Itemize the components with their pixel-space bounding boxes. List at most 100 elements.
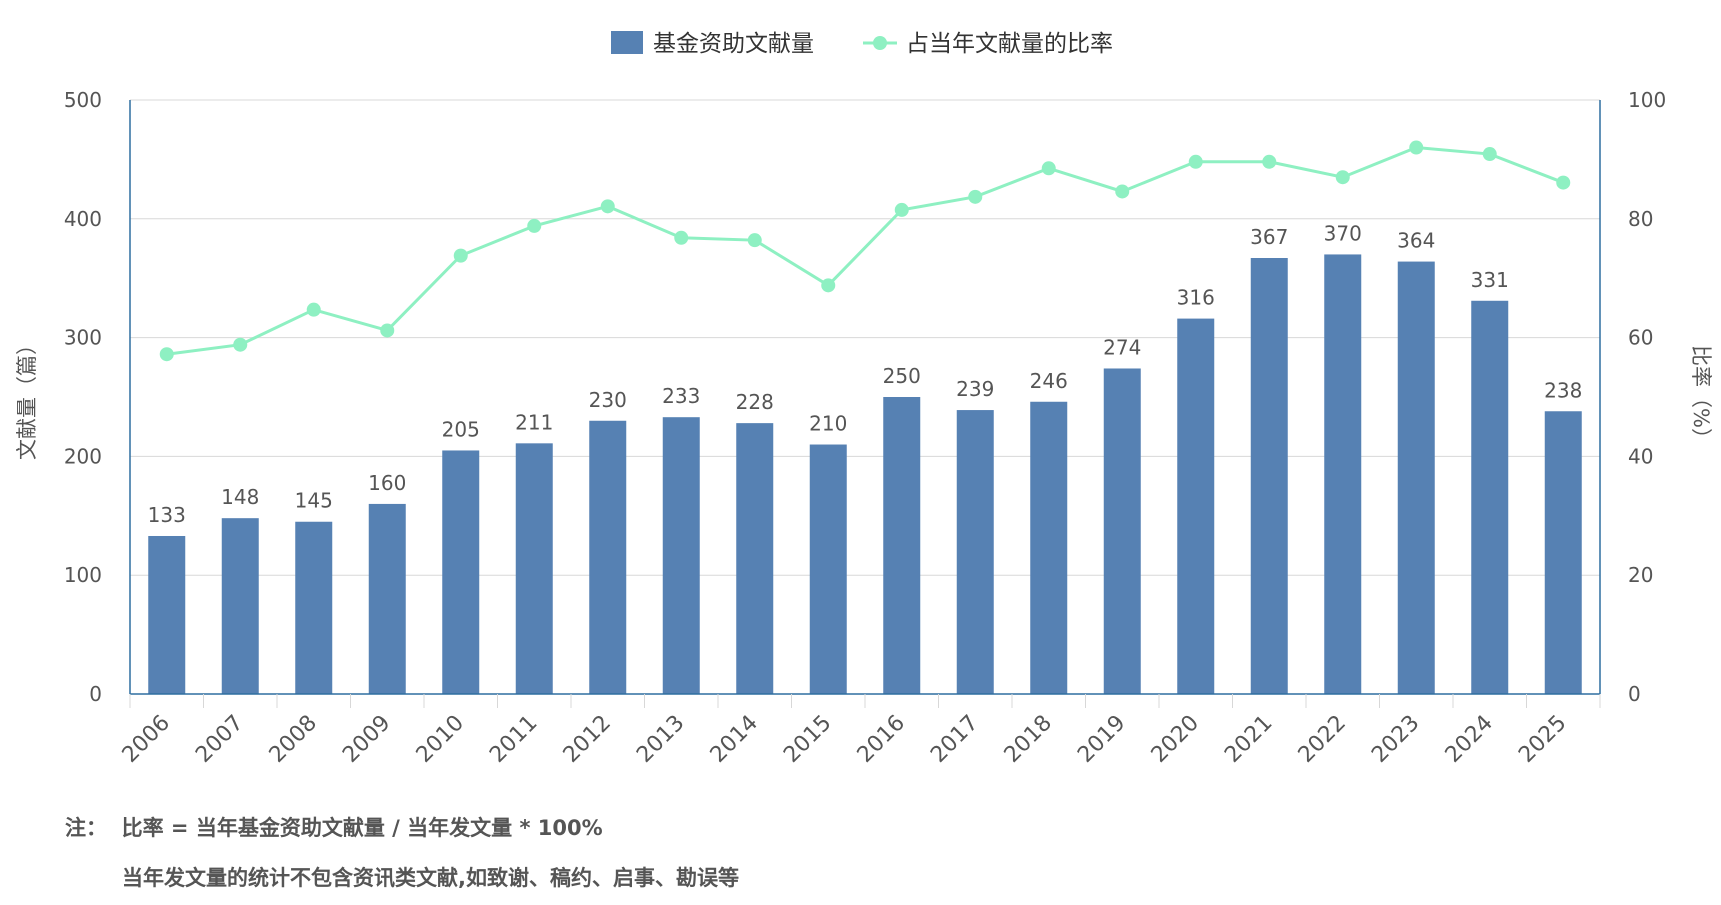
x-tick-label: 2017 bbox=[926, 711, 983, 768]
combo-chart: 133 148 145 160 205 211 230 233 228 210 250 239 246 2… bbox=[15, 31, 1713, 768]
bar-2015[interactable] bbox=[809, 444, 847, 694]
bar-2020[interactable] bbox=[1177, 318, 1215, 694]
legend-line-label[interactable]: 占当年文献量的比率 bbox=[906, 31, 1113, 57]
bar-2016[interactable] bbox=[883, 397, 921, 694]
note-line-2: 当年发文量的统计不包含资讯类文献,如致谢、稿约、启事、勘误等 bbox=[122, 866, 739, 890]
x-tick-label: 2013 bbox=[632, 711, 689, 768]
bar-2009[interactable] bbox=[368, 503, 406, 694]
x-tick-label: 2024 bbox=[1441, 711, 1498, 768]
bar-2022[interactable] bbox=[1324, 254, 1362, 694]
bar-labels: 133 148 145 160 205 211 230 233 228 210 250 239 246 2… bbox=[148, 221, 1583, 527]
bar-2011[interactable] bbox=[515, 443, 553, 694]
ratio-point[interactable] bbox=[1482, 147, 1497, 162]
note-formula: 比率 = 当年基金资助文献量 / 当年发文量 * 100% bbox=[121, 816, 603, 840]
bar-2025[interactable] bbox=[1544, 411, 1582, 694]
y2-tick-label: 40 bbox=[1628, 444, 1653, 468]
note-prefix: 注： bbox=[65, 816, 107, 840]
y2-tick-label: 0 bbox=[1628, 682, 1641, 706]
ratio-line-layer bbox=[159, 140, 1571, 362]
grid bbox=[130, 99, 1600, 576]
bar-2023[interactable] bbox=[1397, 261, 1435, 694]
ratio-point[interactable] bbox=[1041, 161, 1056, 176]
bar-2006[interactable] bbox=[148, 535, 186, 694]
x-tick-label: 2025 bbox=[1514, 711, 1571, 768]
ratio-point[interactable] bbox=[747, 233, 762, 248]
x-tick-label: 2006 bbox=[118, 711, 175, 768]
y-tick-label: 400 bbox=[64, 207, 102, 231]
ratio-point[interactable] bbox=[527, 218, 542, 233]
ratio-point[interactable] bbox=[1335, 170, 1350, 185]
bar-2014[interactable] bbox=[736, 423, 774, 694]
bar-2013[interactable] bbox=[662, 417, 700, 694]
bar-2007[interactable] bbox=[221, 518, 259, 694]
bar-value-label: 148 bbox=[221, 485, 259, 509]
legend[interactable]: 基金资助文献量 占当年文献量的比率 bbox=[611, 31, 1113, 57]
x-tick-label: 2018 bbox=[1000, 711, 1057, 768]
y-tick-label: 300 bbox=[64, 326, 102, 350]
y2-tick-label: 80 bbox=[1628, 207, 1653, 231]
x-tick-label: 2008 bbox=[265, 711, 322, 768]
bar-value-label: 274 bbox=[1103, 335, 1141, 359]
bar-2008[interactable] bbox=[295, 521, 333, 694]
x-tick-label: 2007 bbox=[191, 711, 248, 768]
x-tick-label: 2009 bbox=[338, 711, 395, 768]
ratio-point[interactable] bbox=[1115, 184, 1130, 199]
x-tick-label: 2019 bbox=[1073, 711, 1130, 768]
x-tick-label: 2012 bbox=[559, 711, 616, 768]
bar-2018[interactable] bbox=[1030, 401, 1068, 694]
ratio-point[interactable] bbox=[233, 337, 248, 352]
ratio-point[interactable] bbox=[453, 248, 468, 263]
bar-value-label: 238 bbox=[1544, 378, 1582, 402]
x-tick-label: 2020 bbox=[1147, 711, 1204, 768]
ratio-point[interactable] bbox=[821, 278, 836, 293]
bar-value-label: 370 bbox=[1324, 221, 1362, 245]
bar-value-label: 233 bbox=[662, 384, 700, 408]
y2-tick-label: 100 bbox=[1628, 88, 1666, 112]
bar-2024[interactable] bbox=[1471, 300, 1509, 694]
y-tick-label: 100 bbox=[64, 563, 102, 587]
x-tick-label: 2016 bbox=[853, 711, 910, 768]
ratio-point[interactable] bbox=[380, 323, 395, 338]
ratio-point[interactable] bbox=[894, 202, 909, 217]
bar-value-label: 145 bbox=[295, 489, 333, 513]
x-tick-label: 2014 bbox=[706, 711, 763, 768]
x-tick-label: 2010 bbox=[412, 711, 469, 768]
y-tick-label: 200 bbox=[64, 444, 102, 468]
ratio-line bbox=[166, 145, 1564, 356]
ratio-point[interactable] bbox=[1188, 154, 1203, 169]
bar-2019[interactable] bbox=[1103, 368, 1141, 694]
bars bbox=[148, 254, 1582, 694]
y2-tick-label: 60 bbox=[1628, 326, 1653, 350]
bar-2010[interactable] bbox=[442, 450, 480, 694]
ratio-point[interactable] bbox=[1409, 140, 1424, 155]
ratio-point[interactable] bbox=[674, 230, 689, 245]
y-axis-title: 文献量（篇） bbox=[15, 334, 39, 460]
ratio-point[interactable] bbox=[306, 302, 321, 317]
y2-axis-title: 比率（%） bbox=[1689, 345, 1713, 449]
bar-value-label: 210 bbox=[809, 412, 847, 436]
bar-value-label: 239 bbox=[956, 377, 994, 401]
x-tick-label: 2015 bbox=[779, 711, 836, 768]
bar-value-label: 211 bbox=[515, 410, 553, 434]
legend-line-marker bbox=[873, 36, 887, 50]
bar-value-label: 160 bbox=[368, 471, 406, 495]
bar-2012[interactable] bbox=[589, 420, 627, 694]
bar-2021[interactable] bbox=[1250, 258, 1288, 694]
ratio-point[interactable] bbox=[1556, 175, 1571, 190]
ratio-point[interactable] bbox=[1262, 154, 1277, 169]
bar-2017[interactable] bbox=[956, 410, 994, 694]
bar-value-label: 367 bbox=[1250, 225, 1288, 249]
x-tick-label: 2011 bbox=[485, 711, 542, 768]
note-line-1: 注： 比率 = 当年基金资助文献量 / 当年发文量 * 100% bbox=[65, 812, 603, 842]
bar-value-label: 228 bbox=[736, 390, 774, 414]
ratio-point[interactable] bbox=[600, 199, 615, 214]
bar-value-label: 364 bbox=[1397, 229, 1435, 253]
legend-bar-label[interactable]: 基金资助文献量 bbox=[653, 31, 814, 57]
y2-tick-label: 20 bbox=[1628, 563, 1653, 587]
ratio-point[interactable] bbox=[159, 347, 174, 362]
y-tick-label: 500 bbox=[64, 88, 102, 112]
bar-value-label: 230 bbox=[589, 388, 627, 412]
legend-bar-swatch bbox=[611, 31, 643, 54]
bar-value-label: 205 bbox=[442, 417, 480, 441]
ratio-point[interactable] bbox=[968, 189, 983, 204]
